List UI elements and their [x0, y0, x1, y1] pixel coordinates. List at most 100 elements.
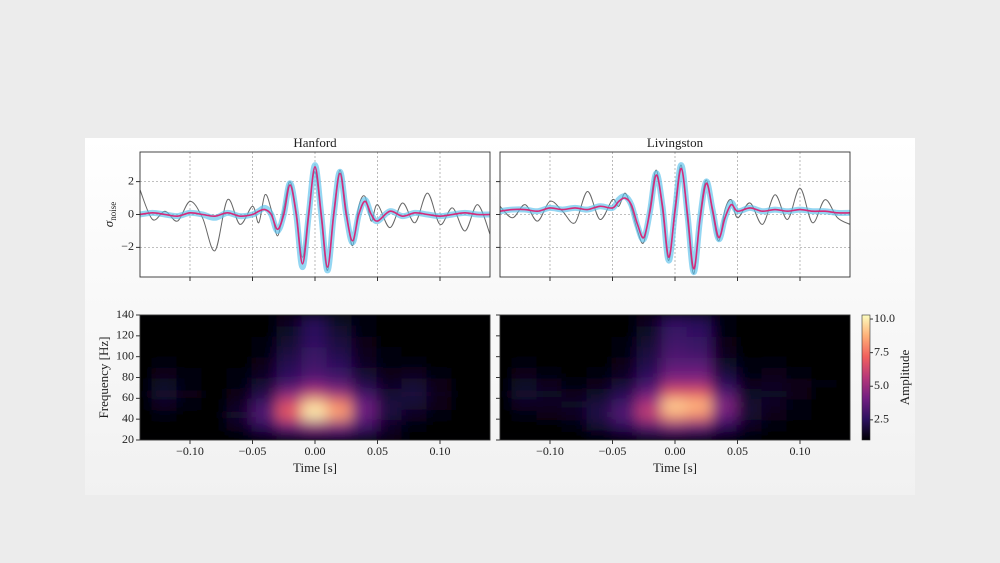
heatmap-cell	[500, 407, 514, 421]
heatmap-cell	[151, 407, 179, 421]
heatmap-cell	[276, 428, 304, 440]
heatmap-cell	[351, 345, 379, 358]
heatmap-cell	[276, 315, 304, 327]
y-tick-label: 80	[122, 369, 134, 383]
heatmap-cell	[811, 376, 839, 389]
heatmap-cell	[736, 355, 764, 369]
heatmap-cell	[736, 324, 764, 337]
heatmap-cell	[351, 334, 379, 348]
x-tick-label: −0.05	[239, 444, 267, 458]
y-axis-label: Frequency [Hz]	[96, 337, 111, 419]
heatmap-cell	[586, 366, 614, 379]
heatmap-cell	[786, 345, 814, 358]
y-tick-label: 20	[122, 432, 134, 446]
heatmap-cell	[176, 428, 204, 440]
heatmap-cell	[451, 386, 479, 400]
heatmap-cell	[811, 366, 839, 379]
heatmap-cell	[201, 355, 229, 369]
heatmap-cell	[226, 407, 254, 421]
heatmap-cell	[686, 428, 714, 440]
heatmap-cell	[661, 324, 689, 337]
heatmap-cell	[811, 324, 839, 337]
heatmap-cell	[811, 428, 839, 440]
heatmap-cell	[451, 334, 479, 348]
heatmap-cell	[786, 355, 814, 369]
heatmap-cell	[351, 324, 379, 337]
heatmap-cell	[476, 386, 490, 400]
heatmap-cell	[736, 315, 764, 327]
heatmap-cell	[761, 345, 789, 358]
heatmap-cell	[811, 386, 839, 400]
heatmap-cell	[251, 428, 279, 440]
heatmap-cell	[586, 407, 614, 421]
heatmap-cell	[226, 418, 254, 431]
heatmap-cell	[451, 315, 479, 327]
heatmap-cell	[401, 366, 429, 379]
heatmap-cell	[301, 386, 329, 400]
heatmap-cell	[611, 397, 639, 410]
heatmap-cell	[326, 345, 354, 358]
heatmap-cell	[636, 376, 664, 389]
heatmap-cell	[711, 418, 739, 431]
heatmap-cell	[786, 428, 814, 440]
x-tick-label: 0.10	[430, 444, 451, 458]
heatmap-cell	[586, 428, 614, 440]
heatmap-cell	[426, 315, 454, 327]
heatmap-cell	[226, 334, 254, 348]
y-tick-label: 0	[128, 206, 134, 220]
heatmap-cell	[176, 355, 204, 369]
heatmap-cell	[500, 386, 514, 400]
x-axis-label: Time [s]	[653, 460, 697, 475]
y-tick-label: 40	[122, 411, 134, 425]
heatmap-cell	[786, 418, 814, 431]
heatmap-cell	[500, 315, 514, 327]
heatmap-cell	[276, 324, 304, 337]
heatmap-cell	[511, 366, 539, 379]
heatmap-cell	[476, 376, 490, 389]
heatmap-cell	[326, 355, 354, 369]
heatmap-cell	[711, 397, 739, 410]
heatmap-cell	[426, 355, 454, 369]
heatmap-cell	[401, 345, 429, 358]
heatmap-cell	[511, 376, 539, 389]
heatmap-cell	[401, 315, 429, 327]
heatmap-cell	[786, 397, 814, 410]
heatmap-cell	[511, 428, 539, 440]
heatmap-cell	[561, 407, 589, 421]
heatmap-cell	[276, 418, 304, 431]
heatmap-cell	[836, 366, 850, 379]
heatmap-cell	[500, 355, 514, 369]
heatmap-cell	[140, 324, 154, 337]
x-axis-label: Time [s]	[293, 460, 337, 475]
heatmap-cell	[176, 397, 204, 410]
heatmap-cell	[376, 397, 404, 410]
heatmap-cell	[151, 397, 179, 410]
heatmap-cell	[761, 324, 789, 337]
y-axis-symbol: σ	[101, 220, 116, 227]
heatmap-cell	[176, 407, 204, 421]
heatmap-cell	[786, 315, 814, 327]
heatmap-cell	[476, 418, 490, 431]
heatmap-cell	[226, 428, 254, 440]
heatmap-cell	[711, 376, 739, 389]
heatmap-cell	[761, 386, 789, 400]
heatmap-cell	[151, 366, 179, 379]
heatmap-cell	[151, 428, 179, 440]
heatmap-cell	[226, 355, 254, 369]
heatmap-cell	[711, 345, 739, 358]
heatmap-cell	[536, 334, 564, 348]
heatmap-cell	[761, 334, 789, 348]
heatmap-cell	[661, 418, 689, 431]
heatmap-cell	[511, 334, 539, 348]
heatmap-cell	[451, 428, 479, 440]
heatmap-cell	[636, 355, 664, 369]
heatmap-cell	[811, 355, 839, 369]
heatmap-cell	[176, 376, 204, 389]
heatmap-cell	[326, 418, 354, 431]
heatmap-cell	[476, 324, 490, 337]
heatmap-cell	[561, 386, 589, 400]
heatmap-cell	[686, 366, 714, 379]
heatmap-cell	[376, 407, 404, 421]
panel-title: Livingston	[647, 135, 704, 150]
